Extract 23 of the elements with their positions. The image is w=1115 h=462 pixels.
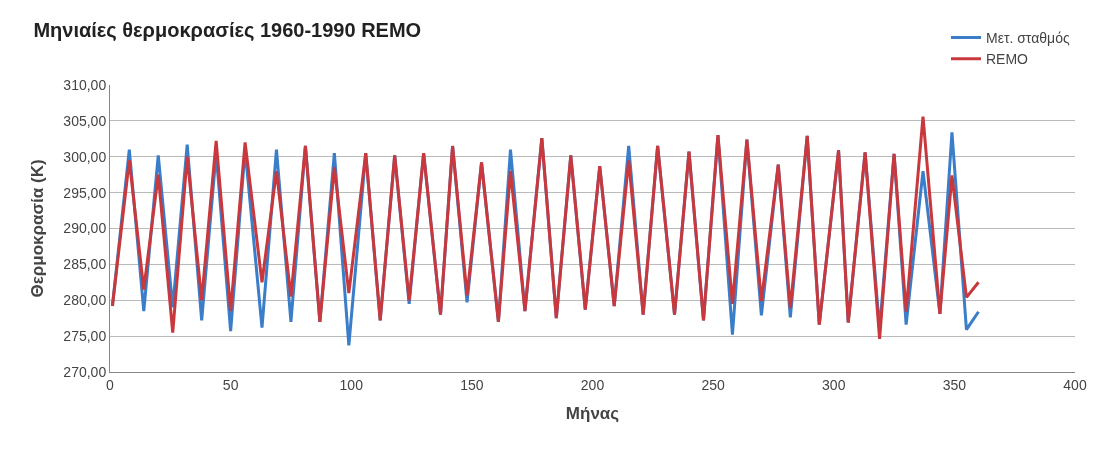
- legend-label: Μετ. σταθμός: [986, 29, 1070, 46]
- x-tick-label: 250: [701, 376, 726, 393]
- x-tick-label: 350: [942, 376, 967, 393]
- y-tick-label: 280,00: [63, 292, 107, 309]
- y-tick-label: 310,00: [63, 76, 107, 93]
- y-tick-label: 285,00: [63, 256, 107, 273]
- x-tick-label: 400: [1063, 376, 1087, 393]
- x-tick-label: 50: [222, 376, 239, 393]
- x-tick-label: 300: [822, 376, 846, 393]
- y-tick-label: 300,00: [63, 148, 107, 165]
- x-axis-title: Μήνας: [565, 404, 620, 424]
- y-tick-label: 305,00: [63, 112, 107, 129]
- legend-label: REMO: [986, 51, 1029, 68]
- y-axis-title: Θερμοκρασία (K): [27, 159, 47, 298]
- y-tick-label: 275,00: [63, 328, 107, 345]
- y-tick-label: 270,00: [63, 363, 107, 380]
- y-tick-label: 295,00: [63, 184, 107, 201]
- x-tick-label: 0: [106, 376, 115, 393]
- chart-title: Μηνιαίες θερμοκρασίες 1960-1990 REMO: [33, 19, 422, 42]
- x-tick-label: 200: [580, 376, 605, 393]
- x-tick-label: 100: [339, 376, 364, 393]
- x-tick-label: 150: [460, 376, 484, 393]
- y-tick-label: 290,00: [63, 220, 107, 237]
